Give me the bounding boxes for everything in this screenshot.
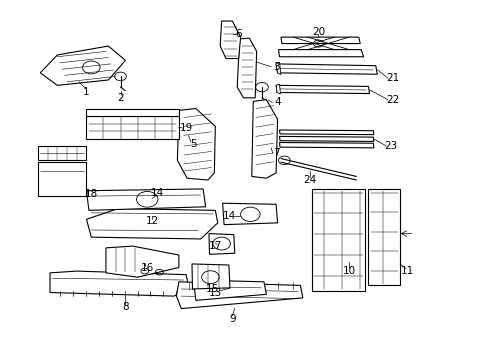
Polygon shape bbox=[222, 203, 277, 225]
Text: 18: 18 bbox=[84, 189, 98, 199]
Polygon shape bbox=[176, 282, 302, 309]
Polygon shape bbox=[281, 37, 360, 44]
Text: 13: 13 bbox=[208, 288, 222, 297]
Text: 15: 15 bbox=[206, 284, 219, 294]
Polygon shape bbox=[276, 64, 376, 74]
Polygon shape bbox=[86, 116, 179, 139]
Text: 3: 3 bbox=[272, 62, 279, 72]
Text: 5: 5 bbox=[190, 139, 196, 149]
Text: 20: 20 bbox=[311, 27, 325, 37]
Polygon shape bbox=[237, 38, 256, 98]
Polygon shape bbox=[38, 146, 86, 160]
Text: 23: 23 bbox=[384, 141, 397, 151]
Polygon shape bbox=[276, 62, 281, 75]
Polygon shape bbox=[38, 162, 86, 196]
Polygon shape bbox=[251, 100, 277, 178]
Polygon shape bbox=[279, 130, 373, 135]
Text: 2: 2 bbox=[117, 93, 123, 103]
Polygon shape bbox=[86, 189, 205, 210]
Polygon shape bbox=[311, 189, 365, 291]
Polygon shape bbox=[193, 280, 266, 300]
Polygon shape bbox=[279, 136, 373, 141]
Text: 14: 14 bbox=[223, 211, 236, 221]
Text: 14: 14 bbox=[150, 188, 163, 198]
Text: 9: 9 bbox=[228, 314, 235, 324]
Text: 10: 10 bbox=[342, 266, 355, 276]
Text: 12: 12 bbox=[145, 216, 159, 226]
Polygon shape bbox=[177, 109, 215, 180]
Polygon shape bbox=[86, 208, 217, 239]
Text: 17: 17 bbox=[208, 241, 222, 251]
Text: 24: 24 bbox=[303, 175, 316, 185]
Polygon shape bbox=[40, 46, 125, 85]
Polygon shape bbox=[106, 246, 179, 277]
Text: 7: 7 bbox=[272, 148, 279, 158]
Polygon shape bbox=[86, 109, 179, 116]
Text: 8: 8 bbox=[122, 302, 128, 312]
Text: 1: 1 bbox=[83, 87, 90, 98]
Text: 22: 22 bbox=[386, 95, 399, 105]
Polygon shape bbox=[50, 271, 188, 296]
Text: 19: 19 bbox=[179, 123, 192, 133]
Polygon shape bbox=[279, 143, 373, 148]
Polygon shape bbox=[192, 264, 229, 289]
Polygon shape bbox=[368, 189, 399, 285]
Text: 11: 11 bbox=[400, 266, 413, 276]
Polygon shape bbox=[278, 50, 363, 57]
Polygon shape bbox=[276, 84, 280, 94]
Text: 4: 4 bbox=[274, 98, 280, 108]
Polygon shape bbox=[276, 85, 369, 94]
Text: 6: 6 bbox=[234, 28, 241, 39]
Text: 16: 16 bbox=[141, 262, 154, 273]
Polygon shape bbox=[220, 21, 240, 59]
Text: 21: 21 bbox=[386, 73, 399, 83]
Polygon shape bbox=[208, 234, 234, 254]
